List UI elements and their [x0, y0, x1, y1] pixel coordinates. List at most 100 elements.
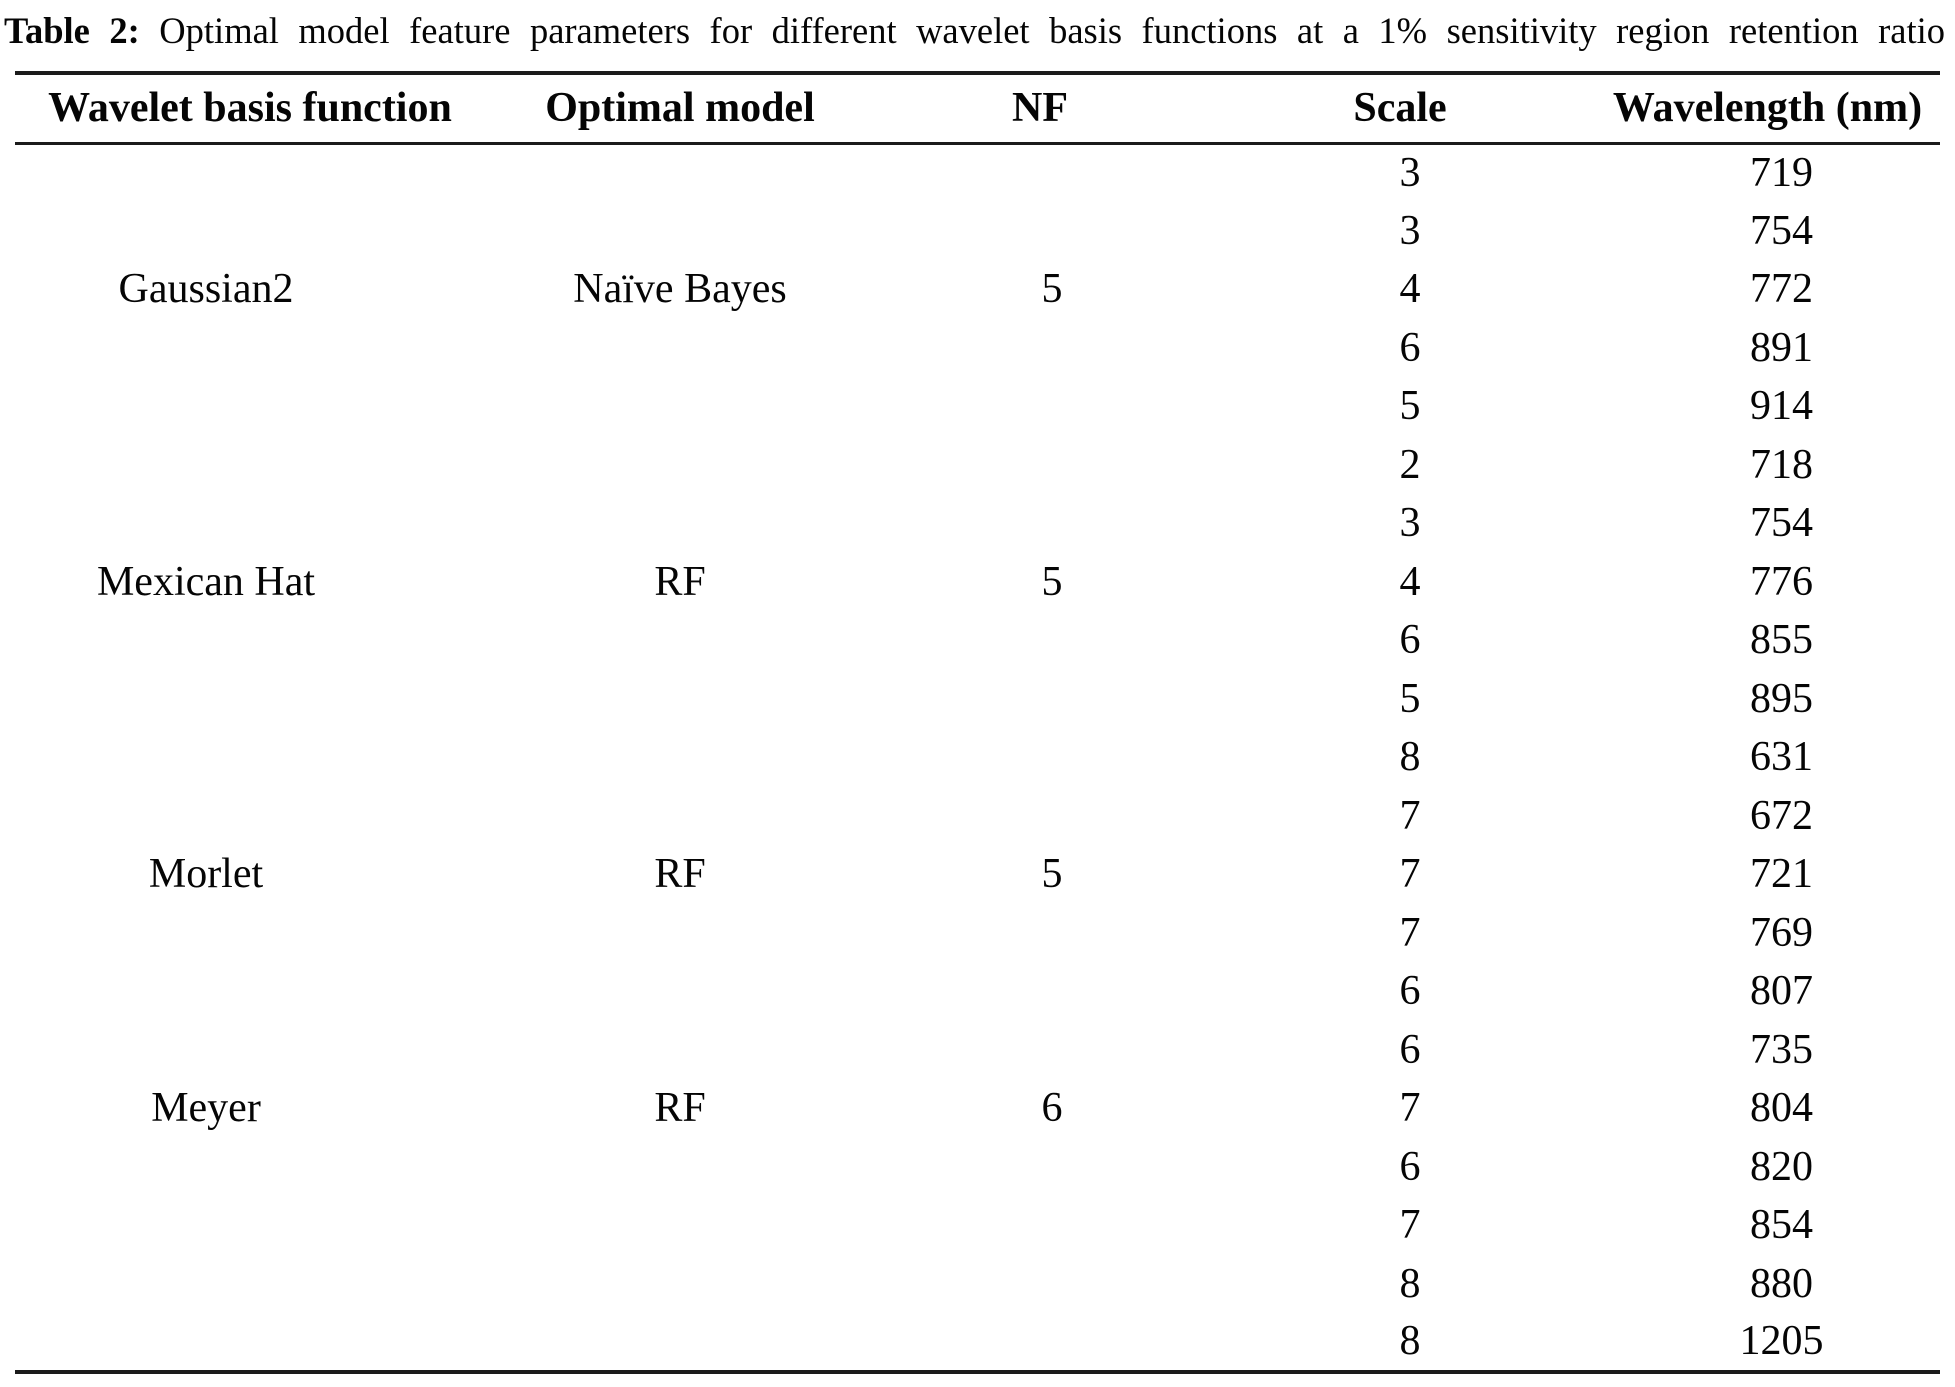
table-caption-label: Table 2: — [4, 10, 140, 51]
optimal-model — [485, 1021, 875, 1080]
wavelength-value: 719 — [1750, 150, 1813, 196]
optimal-model — [485, 377, 875, 436]
scale-value: 3 — [1399, 207, 1421, 254]
optimal-model: Naïve Bayes — [573, 266, 787, 313]
wavelet-name — [15, 377, 485, 436]
optimal-model — [485, 611, 875, 670]
scale-value: 5 — [1399, 675, 1421, 722]
wavelet-name — [15, 904, 485, 963]
table-row: 3 754 — [15, 202, 1940, 261]
wavelet-name — [15, 670, 485, 729]
wavelet-name — [15, 436, 485, 495]
column-header-wavelet: Wavelet basis function — [48, 85, 452, 132]
nf-value — [875, 1021, 1205, 1080]
scale-value: 6 — [1399, 1026, 1421, 1073]
wavelet-name — [15, 319, 485, 378]
table-body: 3 719 3 754 Gaussian2 Naïve Bayes 5 4 772 6 891 5 91… — [15, 143, 1940, 1372]
wavelength-value: 769 — [1750, 909, 1813, 956]
optimal-model — [485, 1138, 875, 1197]
scale-value: 5 — [1399, 383, 1421, 430]
nf-value: 5 — [1041, 558, 1063, 605]
wavelet-name — [15, 143, 485, 202]
table-row: 6 891 — [15, 319, 1940, 378]
scale-value: 3 — [1399, 150, 1421, 196]
optimal-model — [485, 904, 875, 963]
wavelet-name — [15, 611, 485, 670]
wavelength-value: 855 — [1750, 617, 1813, 664]
table-row: Mexican Hat RF 5 4 776 — [15, 553, 1940, 612]
wavelet-name — [15, 787, 485, 846]
nf-value — [875, 904, 1205, 963]
optimal-model — [485, 962, 875, 1021]
scale-value: 7 — [1399, 851, 1421, 898]
wavelength-value: 735 — [1750, 1026, 1813, 1073]
table-row: 7 854 — [15, 1196, 1940, 1255]
table-header-row: Wavelet basis function Optimal model NF Sca… — [15, 73, 1940, 143]
wavelet-name: Morlet — [148, 851, 264, 898]
wavelength-value: 891 — [1750, 324, 1813, 371]
table-row: 6 820 — [15, 1138, 1940, 1197]
nf-value — [875, 143, 1205, 202]
wavelet-name — [15, 1196, 485, 1255]
wavelet-name — [15, 962, 485, 1021]
optimal-model — [485, 728, 875, 787]
wavelet-name — [15, 494, 485, 553]
nf-value — [875, 494, 1205, 553]
nf-value — [875, 202, 1205, 261]
wavelength-value: 718 — [1750, 441, 1813, 488]
table-header: Wavelet basis function Optimal model NF Sca… — [15, 73, 1940, 143]
wavelength-value: 672 — [1750, 792, 1813, 839]
wavelet-name — [15, 1138, 485, 1197]
wavelength-value: 631 — [1750, 734, 1813, 781]
wavelet-name: Gaussian2 — [118, 266, 294, 313]
table-caption: Table 2: Optimal model feature parameter… — [0, 0, 1951, 71]
optimal-model — [485, 1255, 875, 1314]
optimal-model: RF — [654, 1085, 706, 1132]
wavelet-name — [15, 1021, 485, 1080]
wavelet-name: Meyer — [151, 1085, 261, 1132]
nf-value — [875, 611, 1205, 670]
wavelength-value: 880 — [1750, 1260, 1813, 1307]
column-header-optimal_model: Optimal model — [545, 85, 815, 132]
table-row: 6 807 — [15, 962, 1940, 1021]
scale-value: 4 — [1399, 558, 1421, 605]
scale-value: 2 — [1399, 441, 1421, 488]
scale-value: 7 — [1399, 1085, 1421, 1132]
table-caption-text: Optimal model feature parameters for dif… — [159, 10, 1945, 51]
table-row: 7 672 — [15, 787, 1940, 846]
optimal-model — [485, 494, 875, 553]
table-row: 3 719 — [15, 143, 1940, 202]
table-row: Gaussian2 Naïve Bayes 5 4 772 — [15, 260, 1940, 319]
optimal-model — [485, 1196, 875, 1255]
wavelet-name — [15, 728, 485, 787]
nf-value: 6 — [1041, 1085, 1063, 1132]
table-row: 8 631 — [15, 728, 1940, 787]
wavelength-value: 721 — [1750, 851, 1813, 898]
nf-value — [875, 670, 1205, 729]
scale-value: 4 — [1399, 266, 1421, 313]
wavelength-value: 754 — [1750, 207, 1813, 254]
table-row: 7 769 — [15, 904, 1940, 963]
scale-value: 8 — [1399, 1260, 1421, 1307]
wavelength-value: 914 — [1750, 383, 1813, 430]
scale-value: 3 — [1399, 500, 1421, 547]
table-row: Morlet RF 5 7 721 — [15, 845, 1940, 904]
nf-value: 5 — [1041, 266, 1063, 313]
nf-value: 5 — [1041, 851, 1063, 898]
table-row: 3 754 — [15, 494, 1940, 553]
wavelet-name — [15, 1255, 485, 1314]
scale-value: 6 — [1399, 968, 1421, 1015]
nf-value — [875, 728, 1205, 787]
wavelength-value: 772 — [1750, 266, 1813, 313]
wavelength-value: 776 — [1750, 558, 1813, 605]
table-row: 5 895 — [15, 670, 1940, 729]
scale-value: 6 — [1399, 1143, 1421, 1190]
parameters-table: Wavelet basis function Optimal model NF Sca… — [15, 71, 1940, 1374]
table-row: 8 880 — [15, 1255, 1940, 1314]
nf-value — [875, 1313, 1205, 1372]
nf-value — [875, 377, 1205, 436]
table-row: Meyer RF 6 7 804 — [15, 1079, 1940, 1138]
nf-value — [875, 787, 1205, 846]
wavelength-value: 854 — [1750, 1202, 1813, 1249]
